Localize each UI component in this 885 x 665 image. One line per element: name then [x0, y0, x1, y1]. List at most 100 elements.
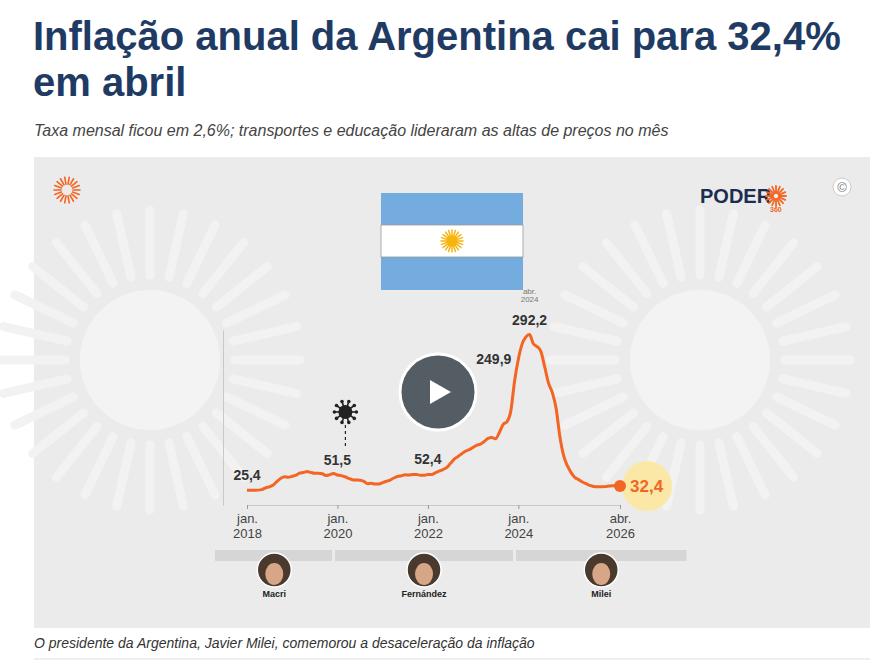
chart-svg: Inflação anual da Argentina cai para 32,…	[0, 0, 885, 665]
sun-ray	[441, 240, 447, 242]
virus-spike-tip	[335, 417, 339, 421]
virus-spike-tip	[347, 400, 351, 404]
background-sun-ray	[146, 445, 155, 510]
background-sun-ray	[719, 443, 733, 506]
annotation-line: abr.	[523, 287, 536, 296]
x-tick: abr.2026	[606, 505, 635, 541]
x-tick-label-line: jan.	[417, 511, 439, 526]
background-sun-ray	[696, 210, 705, 275]
background-sun-ray	[719, 214, 733, 277]
virus-spike-tip	[333, 410, 337, 414]
sun-ray	[73, 189, 80, 191]
photo-frame	[584, 553, 618, 587]
copyright-circle	[833, 178, 851, 196]
sun-ray	[54, 189, 61, 191]
sun-ray	[457, 238, 463, 240]
sun-ray	[766, 195, 773, 197]
background-sun	[0, 210, 300, 510]
flag-sun-core	[447, 236, 458, 247]
background-sun-ray	[227, 397, 286, 425]
annotation: abr.2024	[521, 287, 539, 305]
copyright-text: ©	[837, 180, 847, 195]
background-sun-ray	[146, 210, 155, 275]
x-tick-label-line: 2026	[606, 526, 635, 541]
background-sun-ray	[777, 397, 836, 425]
x-tick-label-line: 2020	[323, 526, 352, 541]
sun-ray	[442, 243, 448, 245]
background-sun-core	[80, 290, 220, 430]
sun-ray	[457, 243, 463, 245]
plot-area	[247, 335, 626, 493]
background-sun-ray	[753, 426, 794, 477]
background-sun-ray	[0, 356, 65, 365]
background-sun-ray	[550, 356, 615, 365]
sun-ray	[777, 199, 780, 205]
background-sun-ray	[4, 379, 67, 393]
brand-name: PODER	[700, 185, 772, 207]
sun-ray	[454, 246, 456, 252]
sun-ray	[70, 179, 74, 185]
x-tick-mark	[337, 505, 338, 509]
sun-ray	[456, 235, 461, 239]
virus-spike-tip	[340, 400, 344, 404]
x-tick: jan.2022	[414, 505, 443, 541]
play-button-triangle[interactable]	[430, 380, 451, 404]
background-sun-ray	[737, 225, 765, 284]
x-tick-label-line: jan.	[236, 511, 258, 526]
data-label: 249,9	[476, 351, 511, 367]
title: Inflação anual da Argentina cai para 32,…	[33, 14, 841, 104]
background-sun-ray	[635, 225, 663, 284]
background-sun-ray	[696, 445, 705, 510]
x-axis-line	[248, 505, 621, 506]
x-tick: jan.2018	[233, 505, 262, 541]
sun-ray	[65, 177, 66, 184]
title-line: Inflação anual da Argentina cai para 32,…	[33, 14, 841, 58]
title-line: em abril	[33, 60, 186, 104]
sun-ray	[779, 195, 786, 197]
flag	[381, 193, 523, 290]
sun-ray	[457, 240, 463, 242]
background-sun-ray	[4, 327, 67, 341]
x-tick-mark	[247, 505, 248, 509]
sun-ray	[68, 196, 69, 203]
data-label: 25,4	[233, 467, 260, 483]
sun-ray	[775, 199, 777, 206]
virus-icon	[333, 400, 359, 425]
data-line	[247, 335, 620, 491]
brand-sub: 360	[770, 206, 782, 213]
president-bands: MacriFernándezMilei	[153, 550, 687, 599]
chart-root: Inflação anual da Argentina cai para 32,…	[0, 0, 885, 665]
y-axis	[223, 331, 224, 506]
photo-face	[592, 563, 610, 585]
background-sun-ray	[565, 397, 624, 425]
sun-ray	[451, 246, 453, 252]
background-sun-ray	[554, 379, 617, 393]
data-label: 32,4	[630, 477, 664, 496]
background-sun-ray	[187, 437, 215, 496]
sun-ray	[772, 187, 775, 193]
end-point	[614, 480, 626, 492]
x-tick-label-line: 2018	[233, 526, 262, 541]
play-button[interactable]	[400, 354, 476, 430]
sun-ray	[446, 232, 450, 237]
background-sun-ray	[785, 356, 850, 365]
president-photo	[407, 553, 441, 587]
sun-ray	[55, 192, 62, 194]
x-tick-label: abr.2026	[606, 511, 635, 541]
background-sun-ray	[33, 413, 84, 454]
photo-frame	[407, 553, 441, 587]
data-label: 292,2	[512, 312, 547, 328]
background-sun-ray	[233, 327, 296, 341]
sun-ray	[61, 195, 65, 201]
x-tick-label: jan.2024	[504, 511, 533, 541]
highlight-circle	[622, 461, 672, 511]
background-sun-ray	[783, 379, 846, 393]
caption: O presidente da Argentina, Javier Milei,…	[34, 635, 535, 651]
copyright: ©	[833, 178, 851, 196]
sun-ray	[73, 186, 80, 188]
virus-leader	[345, 425, 346, 448]
play-button-circle[interactable]	[400, 354, 476, 430]
x-tick-mark	[518, 505, 519, 509]
photo-face	[415, 563, 433, 585]
sun-ray	[451, 230, 453, 236]
